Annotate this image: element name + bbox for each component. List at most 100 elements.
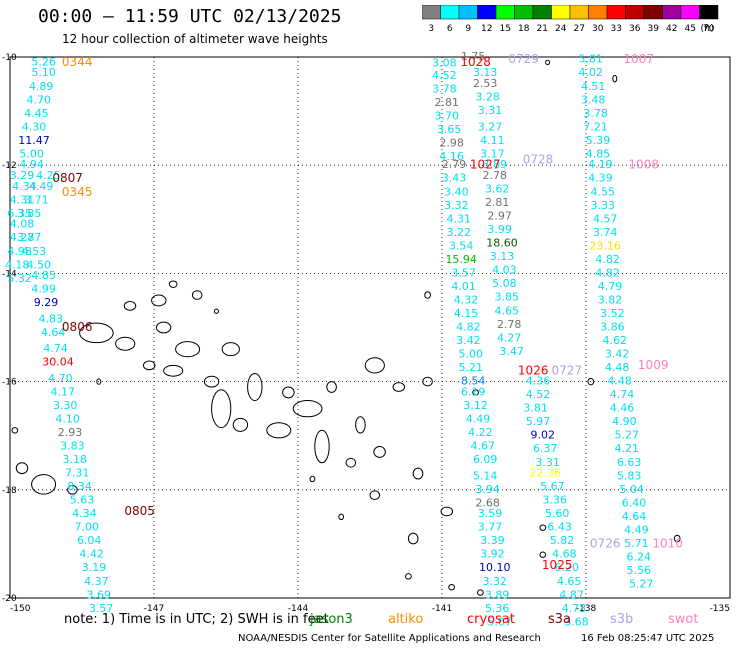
wave-height-label: 4.48 xyxy=(607,375,632,388)
y-tick-label: -20 xyxy=(2,594,17,604)
wave-height-color-scale: 3 6 9 12 15 18 21 24 27 30 33 36 39 42 45 70(ft) xyxy=(422,5,719,33)
wave-height-label: 15.94 xyxy=(445,253,477,266)
wave-height-label: 6.24 xyxy=(627,550,652,563)
island-outline xyxy=(292,400,323,418)
x-tick-label: -144 xyxy=(288,604,309,614)
scale-tick-label: 15 xyxy=(500,24,511,33)
wave-height-label: 5.83 xyxy=(617,469,642,482)
wave-height-label: 30.04 xyxy=(42,356,74,369)
wave-height-label: 3.12 xyxy=(463,399,488,412)
island-outline xyxy=(96,378,102,385)
wave-height-label: 3.43 xyxy=(442,172,467,185)
wave-height-label: 2.79 xyxy=(442,158,467,171)
wave-height-label: 23.16 xyxy=(589,239,621,252)
x-tick-label: -138 xyxy=(576,604,597,614)
wave-height-label: 6.09 xyxy=(473,453,498,466)
wave-height-label: 6.20 xyxy=(555,561,580,574)
wave-height-label: 4.73 xyxy=(562,602,587,615)
wave-height-label: 4.01 xyxy=(451,280,476,293)
island-outline xyxy=(15,462,29,475)
wave-height-label: 3.68 xyxy=(564,615,589,628)
wave-height-label: 4.49 xyxy=(29,180,54,193)
island-outline xyxy=(221,342,240,357)
wave-height-label: 3.22 xyxy=(447,226,472,239)
island-outline xyxy=(612,74,618,83)
wave-height-label: 4.30 xyxy=(22,120,47,133)
wave-height-label: 4.19 xyxy=(588,158,613,171)
x-tick-label: -135 xyxy=(710,604,730,614)
scale-tick-label: 9 xyxy=(465,24,471,33)
y-tick-label: -10 xyxy=(2,53,17,63)
scale-tick-label: 33 xyxy=(611,24,622,33)
wave-height-label: 6.63 xyxy=(617,456,642,469)
wave-height-label: 2.97 xyxy=(487,210,512,223)
wave-height-label: 2.93 xyxy=(58,426,83,439)
wave-height-label: 6.04 xyxy=(77,534,102,547)
wave-height-label: 5.00 xyxy=(19,147,44,160)
wave-height-label: 4.51 xyxy=(581,80,606,93)
wave-height-label: 2.78 xyxy=(483,169,508,182)
satellite-legend-item: cryosat xyxy=(467,612,515,627)
pass-time-label: 1007 xyxy=(624,52,655,66)
wave-height-label: 3.86 xyxy=(600,321,625,334)
island-outline xyxy=(168,280,178,288)
island-outline xyxy=(123,301,137,311)
island-outline xyxy=(31,474,57,495)
wave-height-label: 4.83 xyxy=(39,312,64,325)
wave-height-label: 4.82 xyxy=(595,266,620,279)
scale-tick-label: 6 xyxy=(447,24,453,33)
wave-height-label: 2.68 xyxy=(475,496,500,509)
wave-height-label: 4.31 xyxy=(447,212,472,225)
scale-tick-label: 42 xyxy=(666,24,677,33)
wave-height-label: 10.10 xyxy=(479,561,511,574)
wave-height-label: 4.79 xyxy=(598,280,623,293)
wave-height-label: 4.52 xyxy=(526,388,551,401)
wave-height-label: 3.82 xyxy=(598,293,623,306)
wave-height-label: 4.64 xyxy=(622,510,647,523)
wave-height-label: 4.18 xyxy=(5,258,30,271)
wave-height-label: 6.40 xyxy=(622,496,647,509)
wave-height-label: 3.83 xyxy=(60,440,85,453)
wave-height-label: 5.56 xyxy=(627,564,652,577)
wave-height-label: 4.49 xyxy=(624,523,649,536)
island-outline xyxy=(338,513,345,521)
wave-height-label: 3.27 xyxy=(478,120,503,133)
wave-height-label: 4.85 xyxy=(31,269,56,282)
footnote: note: 1) Time is in UTC; 2) SWH is in fe… xyxy=(64,612,329,627)
island-outline xyxy=(67,484,78,495)
chart-title: 00:00 – 11:59 UTC 02/13/2025 xyxy=(38,6,342,27)
wave-height-label: 4.68 xyxy=(552,548,577,561)
x-tick-label: -147 xyxy=(144,604,164,614)
scale-tick-label: 30 xyxy=(592,24,604,33)
wave-height-label: 5.81 xyxy=(579,53,604,66)
wave-height-label: 4.10 xyxy=(55,412,80,425)
pass-time-label: 0726 xyxy=(590,536,621,550)
wave-height-label: 3.32 xyxy=(483,575,508,588)
island-outline xyxy=(314,429,330,464)
wave-height-label: 3.77 xyxy=(478,521,503,534)
scale-tick-label: 36 xyxy=(629,24,641,33)
wave-height-label: 4.74 xyxy=(610,388,635,401)
pass-time-label: 1028 xyxy=(460,55,491,69)
satellite-legend-item: swot xyxy=(668,612,699,627)
scale-tick-label: 18 xyxy=(518,24,530,33)
wave-height-label: 7.00 xyxy=(75,521,100,534)
island-outline xyxy=(155,321,172,334)
island-outline xyxy=(355,416,366,434)
wave-height-label: 4.42 xyxy=(79,548,104,561)
pass-time-label: 0807 xyxy=(52,171,83,185)
island-outline xyxy=(477,589,484,596)
wave-height-label: 4.39 xyxy=(588,172,613,185)
island-outline xyxy=(424,291,431,299)
wave-height-label: 2.78 xyxy=(497,318,522,331)
scale-tick-label: 3 xyxy=(428,24,434,33)
wave-height-label: 3.28 xyxy=(475,91,500,104)
wave-height-label: 4.11 xyxy=(480,134,505,147)
wave-height-label: 4.48 xyxy=(605,361,630,374)
wave-height-label: 5.00 xyxy=(459,348,484,361)
island-outline xyxy=(175,341,201,358)
wave-height-label: 4.34 xyxy=(12,180,37,193)
wave-height-label: 5.82 xyxy=(550,534,575,547)
wave-height-label: 4.50 xyxy=(27,258,52,271)
wave-height-label: 4.02 xyxy=(579,66,604,79)
